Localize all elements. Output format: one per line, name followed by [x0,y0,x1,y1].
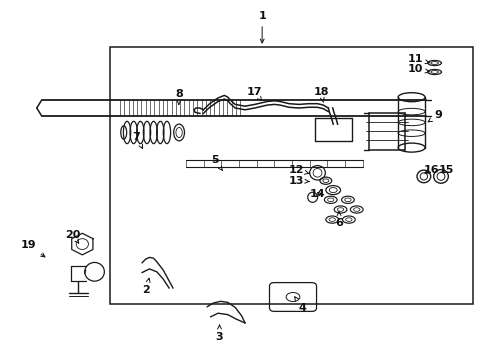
Text: 1: 1 [258,11,266,43]
Text: 7: 7 [132,132,143,148]
Text: 13: 13 [289,176,310,186]
Text: 10: 10 [408,64,429,74]
Text: 11: 11 [408,54,429,64]
Bar [110,47,473,304]
Text: 5: 5 [211,155,222,170]
Text: 14: 14 [310,189,325,199]
Text: 9: 9 [428,110,442,122]
Text: 8: 8 [175,89,183,104]
Text: 4: 4 [294,297,307,313]
Text: 6: 6 [335,212,343,228]
Text: 3: 3 [216,325,223,342]
Text: 12: 12 [289,165,310,175]
Text: 17: 17 [247,87,263,101]
Text: 2: 2 [142,278,150,295]
Text: 18: 18 [313,87,329,102]
Text: 15: 15 [438,165,454,175]
Text: 20: 20 [65,230,80,243]
Text: 16: 16 [423,165,439,175]
Text: 19: 19 [21,240,45,257]
